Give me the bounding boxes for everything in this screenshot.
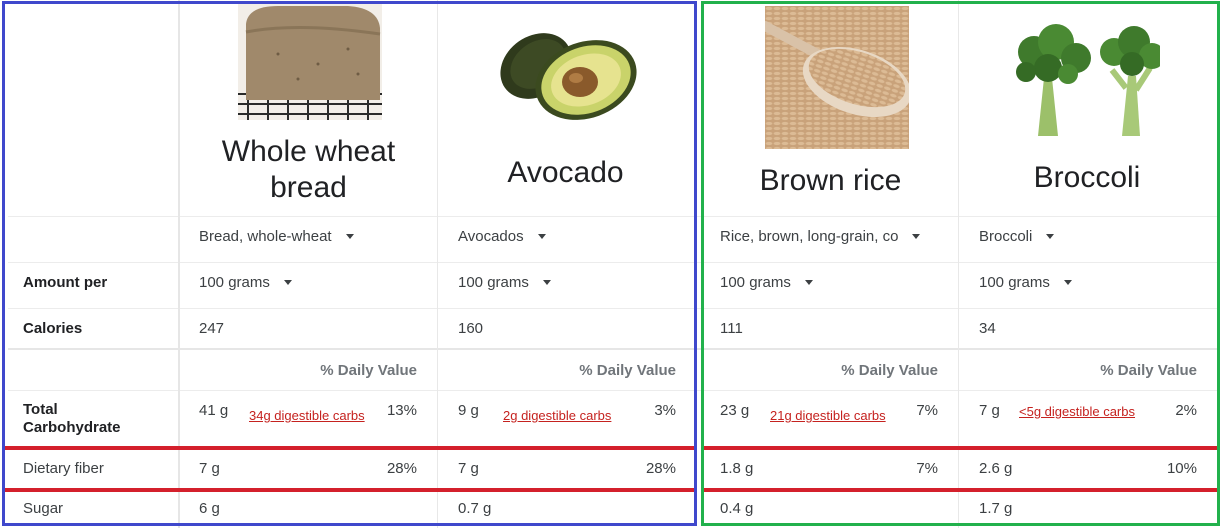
sugar-value-1: 6 g: [199, 500, 220, 517]
daily-value-header-2: % Daily Value: [579, 362, 676, 379]
calories-value-2: 160: [458, 320, 484, 337]
amount-dropdown-4[interactable]: 100 grams: [979, 274, 1072, 291]
carbs-value-2: 9 g: [458, 402, 479, 419]
caret-down-icon: [804, 280, 813, 285]
carbs-value-4: 7 g: [979, 402, 1000, 419]
food-name-4: Broccoli: [1033, 161, 1141, 194]
fiber-highlight-line-bottom-left: [5, 488, 695, 492]
amount-per-label: Amount per: [23, 274, 108, 291]
calories-value-3: 111: [720, 320, 743, 337]
amount-dropdown-3[interactable]: 100 grams: [720, 274, 813, 291]
fiber-dv-4: 10%: [1166, 460, 1197, 477]
row-divider: [8, 390, 1220, 391]
daily-value-header-3: % Daily Value: [841, 362, 938, 379]
caret-down-icon: [345, 234, 354, 239]
amount-dropdown-2[interactable]: 100 grams: [458, 274, 551, 291]
daily-value-header-1: % Daily Value: [320, 362, 417, 379]
variant-dropdown-2[interactable]: Avocados: [458, 228, 546, 245]
food-name-1: Whole wheat bread: [180, 134, 437, 206]
sugar-value-3: 0.4 g: [720, 500, 754, 517]
row-divider-thick: [8, 348, 1220, 350]
variant-dropdown-4-label: Broccoli: [979, 228, 1033, 245]
amount-dropdown-3-label: 100 grams: [720, 274, 791, 291]
carbs-dv-3: 7%: [916, 402, 938, 419]
variant-dropdown-2-label: Avocados: [458, 228, 524, 245]
amount-dropdown-4-label: 100 grams: [979, 274, 1050, 291]
caret-down-icon: [1046, 234, 1055, 239]
dietary-fiber-label: Dietary fiber: [23, 460, 104, 477]
variant-dropdown-3[interactable]: Rice, brown, long-grain, co: [720, 228, 921, 245]
carbs-dv-2: 3%: [654, 402, 676, 419]
caret-down-icon: [542, 280, 551, 285]
total-carbohydrate-label-line1: Total: [23, 401, 58, 418]
digestible-carbs-link-3[interactable]: 21g digestible carbs: [770, 408, 886, 423]
variant-dropdown-3-label: Rice, brown, long-grain, co: [720, 228, 899, 245]
total-carbohydrate-label: Total Carbohydrate: [23, 401, 121, 437]
avocado-image: [494, 14, 638, 124]
row-divider: [8, 308, 1220, 309]
food-name-2: Avocado: [507, 156, 624, 189]
calories-value-4: 34: [979, 320, 996, 337]
digestible-carbs-link-2[interactable]: 2g digestible carbs: [503, 408, 612, 423]
carbs-value-3: 23 g: [720, 402, 750, 419]
bread-loaf-image: [238, 4, 382, 120]
caret-down-icon: [537, 234, 546, 239]
total-carbohydrate-label-line2: Carbohydrate: [23, 419, 121, 436]
column-divider: [437, 0, 438, 528]
sugar-label: Sugar: [23, 500, 64, 517]
caret-down-icon: [1063, 280, 1072, 285]
variant-dropdown-1[interactable]: Bread, whole-wheat: [199, 228, 354, 245]
carbs-dv-1: 13%: [386, 402, 417, 419]
caret-down-icon: [912, 234, 921, 239]
fiber-dv-1: 28%: [386, 460, 417, 477]
food-name-3: Brown rice: [759, 164, 902, 197]
sugar-value-4: 1.7 g: [979, 500, 1013, 517]
fiber-dv-3: 7%: [916, 460, 938, 477]
amount-dropdown-1[interactable]: 100 grams: [199, 274, 292, 291]
brown-rice-spoon-image: [760, 6, 912, 149]
fiber-value-1: 7 g: [199, 460, 220, 477]
fiber-highlight-line-top-left: [5, 446, 695, 450]
variant-dropdown-4[interactable]: Broccoli: [979, 228, 1055, 245]
fiber-highlight-line-bottom-right: [704, 488, 1218, 492]
column-divider: [958, 0, 959, 528]
carbs-dv-4: 2%: [1175, 402, 1197, 419]
amount-dropdown-2-label: 100 grams: [458, 274, 529, 291]
fiber-value-4: 2.6 g: [979, 460, 1013, 477]
amount-dropdown-1-label: 100 grams: [199, 274, 270, 291]
calories-label: Calories: [23, 320, 83, 337]
daily-value-header-4: % Daily Value: [1100, 362, 1197, 379]
calories-value-1: 247: [199, 320, 225, 337]
row-divider: [8, 216, 1220, 217]
fiber-value-2: 7 g: [458, 460, 479, 477]
food-name-1-line1: Whole wheat: [221, 135, 396, 168]
fiber-value-3: 1.8 g: [720, 460, 754, 477]
digestible-carbs-link-1[interactable]: 34g digestible carbs: [249, 408, 365, 423]
food-name-1-line2: bread: [270, 171, 347, 204]
row-divider: [8, 262, 1220, 263]
caret-down-icon: [283, 280, 292, 285]
digestible-carbs-link-4[interactable]: <5g digestible carbs: [1019, 404, 1135, 419]
fiber-highlight-line-top-right: [704, 446, 1218, 450]
sugar-value-2: 0.7 g: [458, 500, 492, 517]
variant-dropdown-1-label: Bread, whole-wheat: [199, 228, 332, 245]
fiber-dv-2: 28%: [645, 460, 676, 477]
broccoli-image: [1016, 18, 1165, 138]
column-divider: [178, 0, 180, 528]
carbs-value-1: 41 g: [199, 402, 229, 419]
